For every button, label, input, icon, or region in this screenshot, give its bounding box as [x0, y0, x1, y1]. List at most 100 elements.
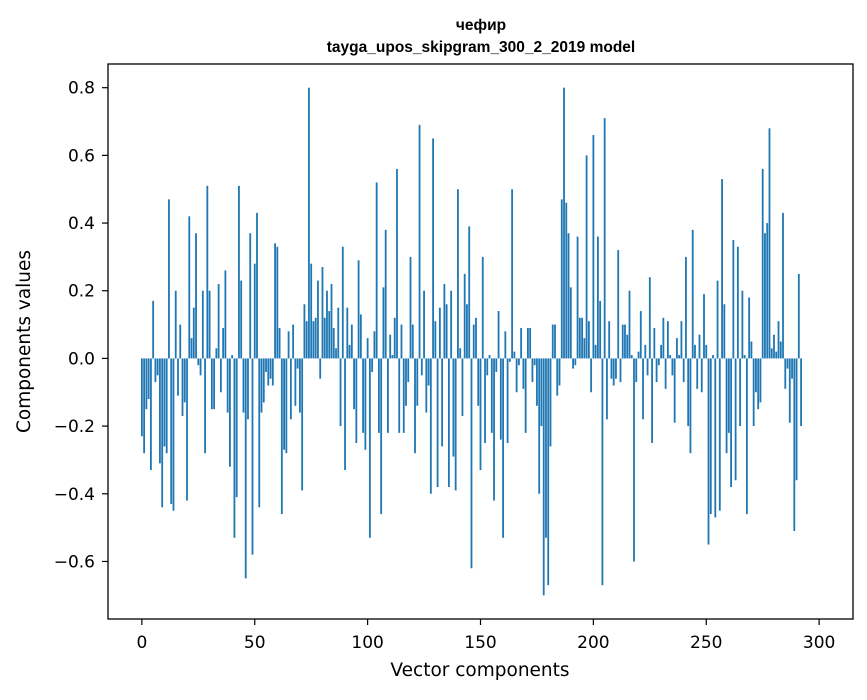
bar [210, 358, 213, 410]
bar [578, 317, 581, 359]
bar [689, 358, 692, 454]
bar [436, 358, 439, 488]
bar [743, 355, 746, 359]
bar [199, 358, 202, 376]
bar [457, 189, 459, 359]
bar [188, 216, 191, 359]
bar [416, 358, 419, 406]
bar [481, 256, 484, 359]
bar [752, 358, 755, 427]
bar [784, 358, 787, 389]
bar [183, 358, 186, 403]
bar [256, 212, 258, 359]
bar [274, 243, 276, 359]
y-tick-label: 0.4 [68, 214, 95, 234]
bar [583, 338, 586, 359]
bar [624, 324, 626, 359]
bar [294, 358, 297, 406]
bar [694, 344, 696, 359]
bar [443, 283, 446, 359]
bar [425, 358, 428, 413]
bar [721, 179, 723, 359]
bar [651, 358, 653, 444]
bar [797, 273, 800, 359]
bar [770, 348, 773, 359]
bar [267, 358, 270, 386]
bar [739, 358, 742, 427]
bar [226, 358, 229, 413]
bar [407, 358, 410, 383]
bar [409, 256, 412, 359]
bar [673, 358, 676, 423]
bar [156, 358, 159, 376]
bar [773, 334, 775, 359]
bar [201, 290, 204, 359]
y-axis-ticks: −0.6 −0.4 −0.2 0.0 0.2 0.4 0.6 0.8 [54, 79, 108, 572]
bar [215, 348, 218, 359]
bar [793, 358, 796, 532]
bar [330, 283, 333, 359]
bar [296, 358, 299, 369]
bar [145, 358, 148, 410]
bar [621, 324, 624, 359]
bar [249, 233, 252, 359]
bar [714, 358, 717, 518]
bar [646, 358, 649, 376]
bar [488, 355, 491, 359]
bar [506, 358, 509, 444]
x-tick-label: 300 [803, 633, 835, 653]
bar [384, 229, 387, 359]
bar [761, 168, 764, 359]
bar [262, 358, 265, 403]
bar [452, 358, 455, 457]
bar [748, 297, 751, 359]
bar [400, 324, 403, 359]
bar [676, 338, 678, 359]
bar [233, 358, 236, 538]
y-tick-label: −0.6 [54, 552, 95, 572]
bar [298, 358, 301, 413]
plot-frame [107, 63, 854, 620]
bar [414, 358, 416, 454]
bar [271, 358, 274, 386]
bar [685, 256, 687, 359]
bar [549, 358, 552, 447]
bar [700, 358, 703, 393]
bar [222, 327, 225, 359]
bar [466, 304, 468, 359]
bar [165, 358, 168, 454]
bar [231, 355, 234, 359]
bar [707, 358, 710, 545]
bar [328, 311, 331, 359]
bar [777, 321, 780, 359]
bar [312, 321, 315, 359]
bar [353, 358, 355, 410]
bar [292, 324, 295, 359]
bar [317, 280, 319, 359]
bar [468, 226, 471, 359]
bar [172, 358, 175, 511]
bar [786, 358, 789, 369]
bar [660, 344, 663, 359]
bar [581, 317, 583, 359]
bar [734, 358, 737, 481]
y-tick-label: 0.8 [68, 79, 95, 99]
bar [599, 300, 602, 359]
bar [341, 246, 344, 359]
bar [678, 355, 681, 359]
bar [615, 358, 617, 379]
chart-subtitle: tayga_upos_skipgram_300_2_2019 model [327, 39, 635, 56]
bar [536, 358, 538, 406]
bar [490, 358, 493, 433]
bar [269, 358, 272, 379]
bar [359, 314, 362, 359]
bar [247, 358, 249, 420]
bar [644, 344, 647, 359]
bar [387, 358, 389, 433]
bar [170, 358, 173, 504]
bar [560, 199, 563, 359]
bar [775, 351, 778, 359]
bar [161, 358, 164, 508]
bar [260, 358, 263, 413]
bar [764, 233, 766, 359]
